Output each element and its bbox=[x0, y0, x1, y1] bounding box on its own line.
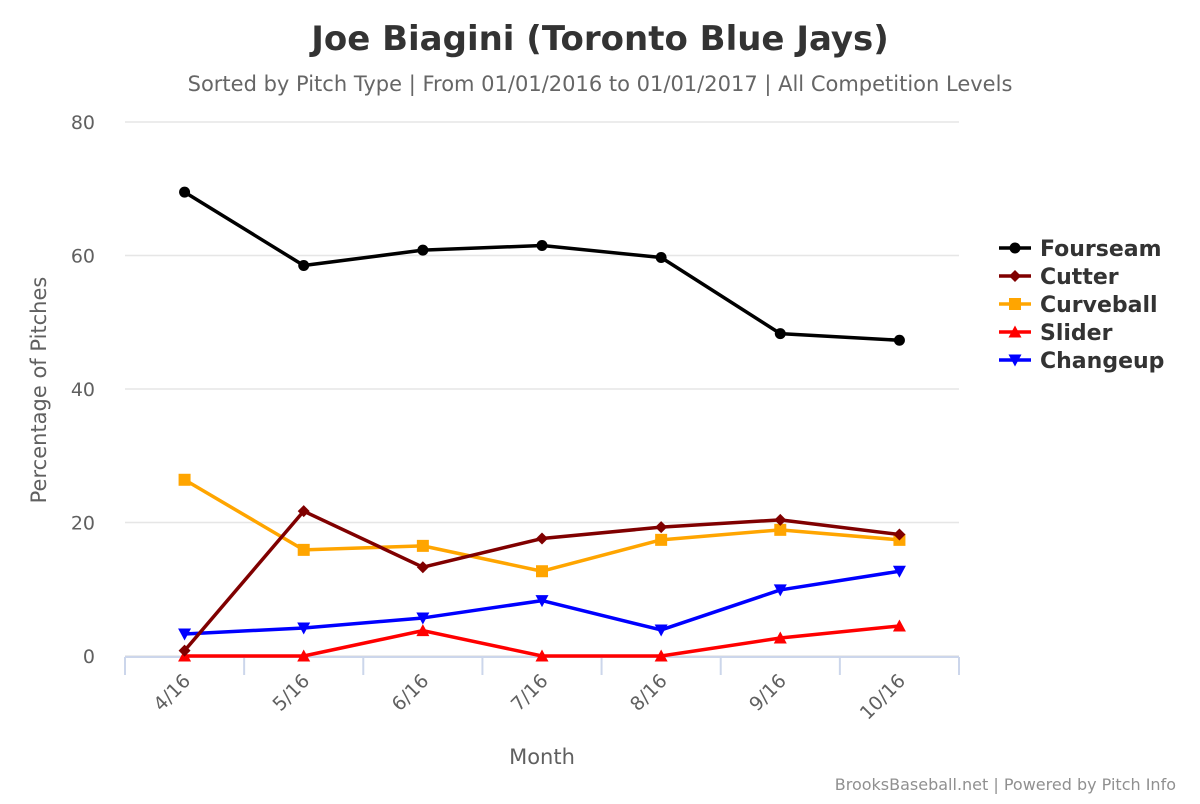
x-tick-label: 8/16 bbox=[626, 670, 672, 716]
data-point-curveball[interactable] bbox=[178, 473, 191, 486]
y-tick-label: 60 bbox=[71, 246, 95, 268]
data-point-cutter[interactable] bbox=[655, 521, 668, 534]
data-point-cutter[interactable] bbox=[893, 528, 906, 541]
legend-label: Slider bbox=[1040, 321, 1113, 346]
data-point-curveball[interactable] bbox=[536, 565, 548, 578]
legend-marker-cutter[interactable] bbox=[1009, 270, 1021, 282]
data-point-slider[interactable] bbox=[297, 649, 311, 662]
data-point-fourseam[interactable] bbox=[536, 239, 548, 251]
series-fourseam bbox=[179, 186, 905, 346]
x-axis-title: Month bbox=[509, 745, 575, 769]
y-axis-title: Percentage of Pitches bbox=[27, 277, 51, 504]
x-tick-label: 10/16 bbox=[856, 670, 910, 724]
credits-text[interactable]: BrooksBaseball.net | Powered by Pitch In… bbox=[835, 775, 1176, 794]
data-point-cutter[interactable] bbox=[297, 505, 310, 518]
x-tick-label: 7/16 bbox=[507, 670, 553, 716]
legend-item-slider[interactable]: Slider bbox=[999, 321, 1113, 346]
series-slider bbox=[178, 619, 906, 662]
series-line-fourseam[interactable] bbox=[182, 190, 902, 343]
y-axis: 0 20 40 60 80 bbox=[71, 112, 95, 668]
x-tick-label: 5/16 bbox=[269, 670, 315, 716]
y-tick-label: 20 bbox=[71, 513, 95, 535]
data-point-slider[interactable] bbox=[654, 649, 668, 662]
x-axis: 4/16 5/16 6/16 7/16 8/16 9/16 10/16 bbox=[124, 656, 960, 724]
data-point-cutter[interactable] bbox=[178, 644, 191, 657]
x-tick-label: 6/16 bbox=[388, 670, 434, 716]
data-point-slider[interactable] bbox=[535, 649, 549, 662]
data-point-changeup[interactable] bbox=[773, 584, 787, 597]
legend-item-fourseam[interactable]: Fourseam bbox=[999, 237, 1162, 262]
x-tick-label: 9/16 bbox=[745, 670, 791, 716]
series-group bbox=[178, 186, 906, 662]
y-tick-label: 40 bbox=[71, 379, 95, 401]
legend-label: Fourseam bbox=[1040, 237, 1162, 262]
data-point-fourseam[interactable] bbox=[298, 260, 310, 272]
legend-label: Cutter bbox=[1040, 265, 1119, 290]
data-point-changeup[interactable] bbox=[416, 612, 430, 625]
data-point-fourseam[interactable] bbox=[893, 334, 905, 346]
legend-marker-slider[interactable] bbox=[1008, 325, 1022, 338]
data-point-fourseam[interactable] bbox=[655, 252, 667, 264]
data-point-curveball[interactable] bbox=[655, 533, 668, 546]
legend: Fourseam Cutter Curveball Slider Changeup bbox=[999, 237, 1164, 374]
y-tick-label: 80 bbox=[71, 112, 95, 134]
data-point-curveball[interactable] bbox=[774, 523, 787, 536]
data-point-fourseam[interactable] bbox=[774, 328, 786, 340]
legend-marker-changeup[interactable] bbox=[1008, 354, 1022, 367]
legend-marker-fourseam[interactable] bbox=[1009, 242, 1021, 254]
data-point-slider[interactable] bbox=[773, 631, 787, 644]
data-point-cutter[interactable] bbox=[536, 532, 548, 545]
chart-subtitle: Sorted by Pitch Type | From 01/01/2016 t… bbox=[188, 72, 1013, 97]
y-tick-label: 0 bbox=[83, 646, 95, 668]
data-point-changeup[interactable] bbox=[178, 628, 192, 641]
data-point-changeup[interactable] bbox=[892, 565, 906, 578]
data-point-fourseam[interactable] bbox=[179, 186, 191, 198]
legend-label: Changeup bbox=[1040, 349, 1164, 374]
series-curveball bbox=[178, 473, 906, 578]
legend-marker-curveball[interactable] bbox=[1009, 298, 1021, 310]
data-point-slider[interactable] bbox=[416, 624, 430, 637]
series-changeup bbox=[178, 565, 906, 641]
legend-item-cutter[interactable]: Cutter bbox=[999, 265, 1119, 290]
legend-label: Curveball bbox=[1040, 293, 1158, 318]
data-point-cutter[interactable] bbox=[416, 561, 429, 574]
legend-item-curveball[interactable]: Curveball bbox=[999, 293, 1158, 318]
legend-item-changeup[interactable]: Changeup bbox=[999, 349, 1164, 374]
data-point-fourseam[interactable] bbox=[417, 244, 429, 256]
data-point-changeup[interactable] bbox=[297, 622, 311, 635]
data-point-changeup[interactable] bbox=[654, 624, 668, 637]
data-point-changeup[interactable] bbox=[535, 595, 549, 608]
data-point-slider[interactable] bbox=[892, 619, 906, 632]
data-point-cutter[interactable] bbox=[774, 513, 787, 526]
series-cutter bbox=[178, 505, 906, 657]
x-tick-label: 4/16 bbox=[149, 670, 195, 716]
data-point-curveball[interactable] bbox=[416, 539, 429, 552]
chart-title: Joe Biagini (Toronto Blue Jays) bbox=[309, 19, 889, 59]
data-point-curveball[interactable] bbox=[297, 543, 310, 556]
